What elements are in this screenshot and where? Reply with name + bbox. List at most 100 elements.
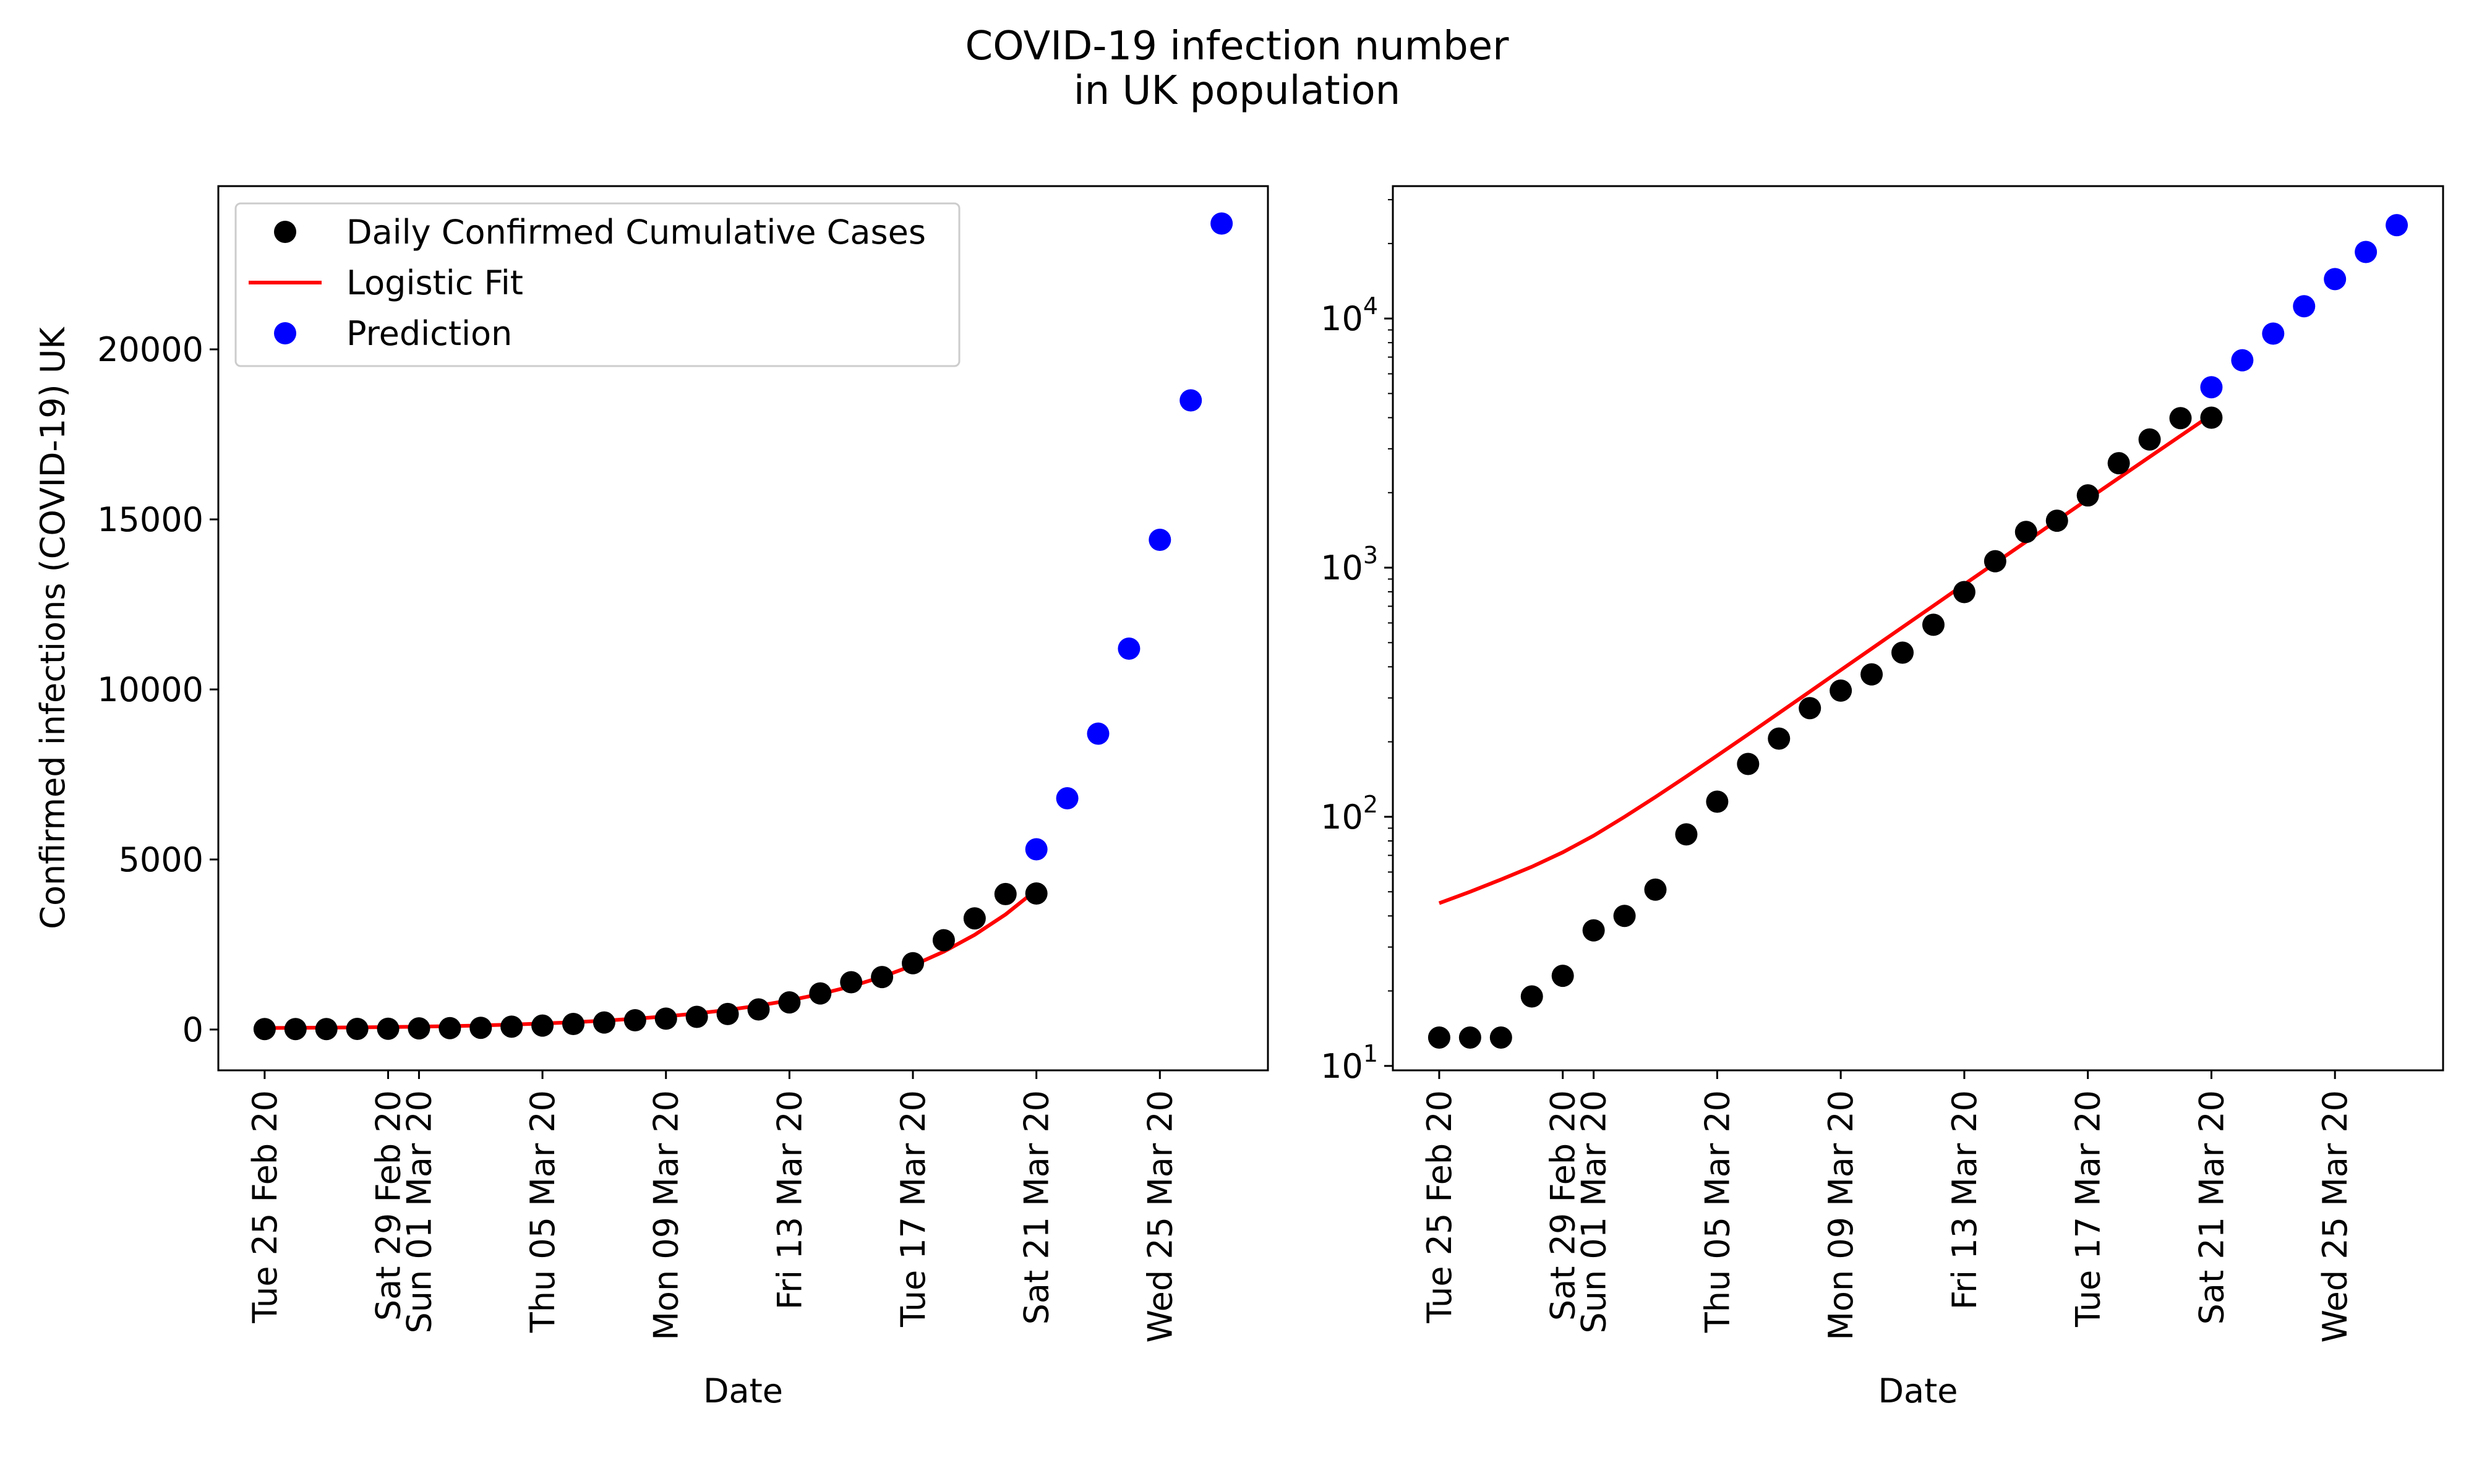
y-tick-label: 102 [1320,791,1378,837]
daily-confirmed-cumulative-cases-point [840,971,863,994]
y-tick-label: 101 [1320,1040,1378,1086]
daily-confirmed-cumulative-cases-point [500,1015,523,1038]
y-tick-label-base: 10 [1320,548,1363,587]
daily-confirmed-cumulative-cases-point [531,1014,554,1037]
y-tick-label: 10000 [97,670,203,709]
prediction-point [2200,376,2223,399]
y-tick-label-base: 10 [1320,798,1363,837]
y-tick-label-base: 10 [1320,299,1363,338]
legend-label: Prediction [346,314,512,353]
daily-confirmed-cumulative-cases-point [932,929,955,952]
axes-frame [1392,185,2444,1072]
x-tick-label: Sat 29 Feb 20 [369,1090,408,1321]
daily-confirmed-cumulative-cases-point [2107,452,2130,475]
daily-confirmed-cumulative-cases-point [1427,1026,1450,1049]
x-tick-label: Tue 25 Feb 20 [246,1090,285,1324]
x-tick-label: Sun 01 Mar 20 [400,1090,439,1334]
daily-confirmed-cumulative-cases-point [1675,823,1698,846]
prediction-point [1179,389,1202,412]
daily-confirmed-cumulative-cases-point [315,1018,338,1041]
y-tick-label: 15000 [97,500,203,539]
daily-confirmed-cumulative-cases-point [778,991,801,1014]
plot-area [253,212,1233,1041]
figure-title-line1: COVID-19 infection number [965,23,1510,69]
daily-confirmed-cumulative-cases-point [809,982,832,1005]
prediction-point [2355,241,2378,263]
x-tick-label: Sun 01 Mar 20 [1575,1090,1614,1334]
daily-confirmed-cumulative-cases-point [1025,882,1048,905]
daily-confirmed-cumulative-cases-point [1830,679,1852,702]
prediction-point [2324,268,2347,291]
y-tick-label-exponent: 1 [1363,1040,1378,1067]
prediction-point [1210,212,1233,235]
legend-swatch-marker [274,221,296,243]
prediction-point [2386,214,2408,237]
daily-confirmed-cumulative-cases-point [562,1013,584,1036]
y-tick-label: 104 [1320,292,1378,338]
y-tick-label: 20000 [97,330,203,369]
x-tick-label: Thu 05 Mar 20 [1698,1090,1737,1333]
daily-confirmed-cumulative-cases-point [1551,965,1574,987]
prediction-point [2262,322,2285,345]
daily-confirmed-cumulative-cases-point [1613,905,1636,927]
daily-confirmed-cumulative-cases-point [654,1007,677,1030]
daily-confirmed-cumulative-cases-point [1737,753,1760,775]
x-axis-label: Date [1878,1371,1958,1410]
daily-confirmed-cumulative-cases-point [871,966,894,989]
legend-label: Logistic Fit [346,263,523,302]
x-tick-label: Sat 21 Mar 20 [1017,1090,1056,1324]
x-axis-label: Date [703,1371,783,1410]
daily-confirmed-cumulative-cases-point [1891,641,1914,664]
daily-confirmed-cumulative-cases-point [623,1009,646,1031]
x-tick-label: Fri 13 Mar 20 [770,1090,809,1310]
daily-confirmed-cumulative-cases-point [1706,790,1729,813]
daily-confirmed-cumulative-cases-point [1582,919,1605,942]
daily-confirmed-cumulative-cases-point [284,1018,307,1041]
daily-confirmed-cumulative-cases-point [2200,406,2223,429]
daily-confirmed-cumulative-cases-point [1953,581,1975,603]
daily-confirmed-cumulative-cases-point [1520,985,1543,1008]
x-tick-label: Sat 29 Feb 20 [1544,1090,1583,1321]
daily-confirmed-cumulative-cases-point [469,1017,492,1039]
daily-confirmed-cumulative-cases-point [593,1011,615,1034]
daily-confirmed-cumulative-cases-point [346,1017,369,1040]
daily-confirmed-cumulative-cases-point [1644,878,1667,901]
daily-confirmed-cumulative-cases-point [2045,510,2068,532]
prediction-point [1149,529,1171,551]
y-tick-label-base: 10 [1320,1047,1363,1086]
daily-confirmed-cumulative-cases-point [1489,1026,1512,1049]
y-axis-label: Confirmed infections (COVID-19) UK [33,326,72,929]
x-tick-label: Fri 13 Mar 20 [1945,1090,1984,1310]
y-tick-label: 0 [182,1010,203,1049]
prediction-point [1087,722,1110,745]
daily-confirmed-cumulative-cases-point [1458,1026,1481,1049]
x-tick-label: Sat 21 Mar 20 [2192,1090,2231,1324]
daily-confirmed-cumulative-cases-point [1860,663,1883,686]
daily-confirmed-cumulative-cases-point [253,1018,276,1041]
daily-confirmed-cumulative-cases-point [747,998,770,1021]
x-tick-label: Tue 17 Mar 20 [2069,1090,2108,1328]
daily-confirmed-cumulative-cases-point [685,1005,708,1028]
daily-confirmed-cumulative-cases-point [2014,521,2037,544]
x-tick-label: Mon 09 Mar 20 [647,1090,686,1341]
legend-box [234,202,961,367]
prediction-point [1118,638,1141,660]
axes-frame [217,185,1269,1072]
legend-label: Daily Confirmed Cumulative Cases [346,213,926,252]
prediction-point [1025,838,1048,861]
daily-confirmed-cumulative-cases-point [1799,697,1821,720]
x-tick-label: Wed 25 Mar 20 [2316,1090,2355,1343]
daily-confirmed-cumulative-cases-point [1922,613,1945,636]
y-tick-label: 103 [1320,542,1378,587]
linear-chart-panel: 0 5000 10000 15000 20000 Tue 25 Feb 20 Sun 01 … [33,185,1269,1410]
y-tick-label-exponent: 3 [1363,542,1378,569]
x-tick-label: Mon 09 Mar 20 [1821,1090,1860,1341]
x-tick-label: Thu 05 Mar 20 [523,1090,562,1333]
daily-confirmed-cumulative-cases-point [377,1017,400,1040]
figure-title-line2: in UK population [1074,68,1400,114]
daily-confirmed-cumulative-cases-point [1768,727,1791,750]
daily-confirmed-cumulative-cases-point [963,907,986,930]
y-tick-label: 5000 [119,840,203,879]
